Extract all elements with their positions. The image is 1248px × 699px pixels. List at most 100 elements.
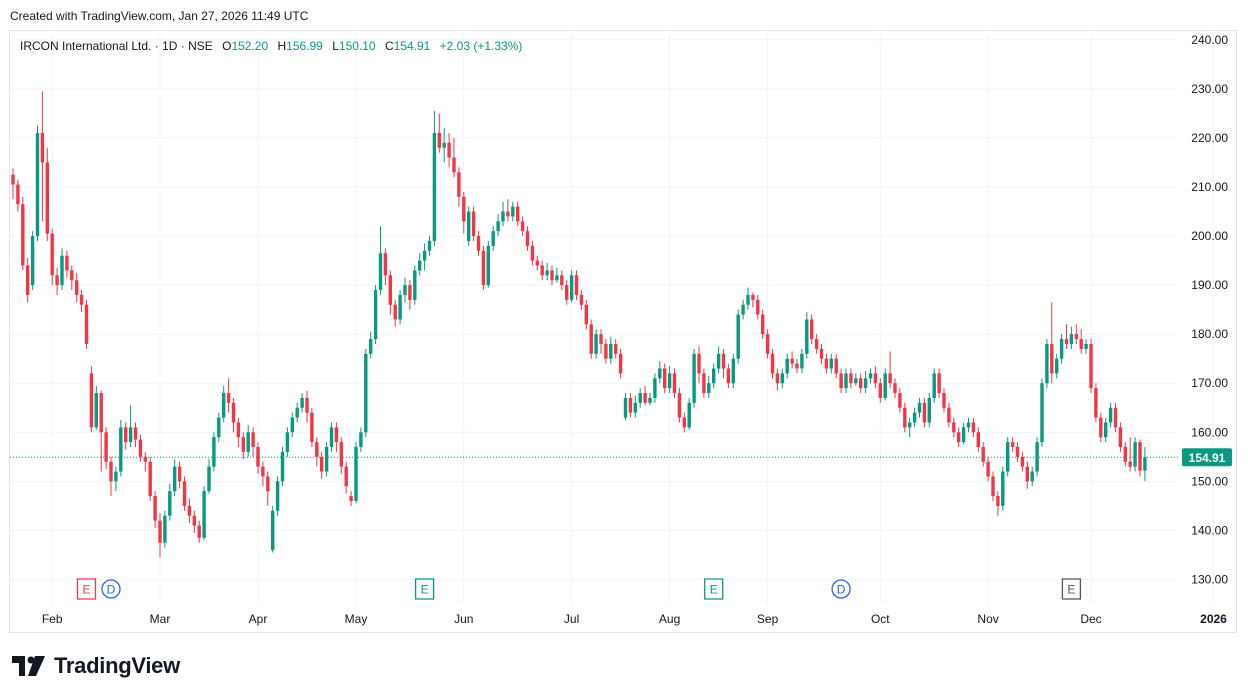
x-tick-label: Aug — [659, 612, 680, 626]
candle-body — [643, 393, 647, 403]
open-value: 152.20 — [231, 39, 269, 53]
candle-body — [11, 174, 15, 185]
candle-body — [520, 221, 525, 232]
candle-body — [45, 162, 49, 234]
candle-body — [163, 515, 167, 543]
x-tick-label: Jul — [564, 612, 579, 626]
candle-body — [800, 353, 804, 369]
x-tick-label: May — [345, 612, 368, 626]
candle-body — [280, 451, 285, 482]
earnings-marker — [1061, 578, 1082, 600]
candle-body — [212, 437, 216, 467]
low-label: L — [332, 39, 339, 53]
candle-body — [1069, 334, 1074, 344]
candle-body — [932, 373, 936, 398]
candle-body — [1045, 343, 1049, 384]
y-tick-label: 200.00 — [1191, 229, 1228, 243]
candle-body — [70, 270, 74, 281]
candle-body — [927, 397, 931, 423]
candle-body — [648, 397, 652, 403]
candle-body — [805, 319, 809, 354]
candle-body — [957, 432, 961, 443]
candle-body — [1059, 339, 1064, 359]
candle-body — [310, 412, 314, 443]
candle-body — [65, 255, 69, 271]
candle-body — [437, 133, 441, 148]
last-price-tag — [1182, 448, 1232, 467]
candle-body — [427, 240, 432, 251]
price-axis: 240.00 230.00 220.00 210.00 200.00 190.00 180.… — [1182, 33, 1232, 586]
candle-body — [422, 250, 427, 261]
tradingview-logo-icon — [12, 656, 45, 676]
candle-body — [251, 432, 255, 448]
candle-body — [30, 236, 35, 286]
candle-body — [1123, 447, 1127, 462]
candle-body — [35, 133, 40, 237]
candle-body — [75, 280, 79, 295]
candle-body — [819, 348, 824, 359]
candle-body — [79, 294, 84, 305]
candle-body — [702, 373, 706, 394]
candle-body — [672, 373, 677, 394]
candle-body — [976, 432, 980, 448]
candle-body — [849, 373, 853, 384]
candle-body — [663, 368, 667, 389]
candle-body — [1040, 383, 1044, 443]
candle-body — [447, 142, 451, 158]
candle-body — [388, 275, 392, 305]
symbol-legend[interactable]: IRCON International Ltd. · 1D · NSE O152… — [20, 39, 522, 53]
candle-body — [158, 520, 162, 543]
candle-body — [667, 373, 672, 389]
candle-body — [128, 427, 133, 443]
y-tick-label: 130.00 — [1191, 572, 1228, 586]
candle-body — [119, 427, 123, 472]
candle-body — [369, 339, 373, 354]
x-tick-label: Apr — [249, 612, 268, 626]
candle-body — [1143, 457, 1147, 471]
candle-body — [844, 373, 848, 389]
candle-body — [697, 353, 701, 374]
candle-body — [604, 343, 608, 359]
candle-body — [790, 358, 794, 364]
candle-body — [677, 393, 682, 418]
candle-body — [393, 304, 397, 320]
candle-body — [486, 245, 490, 286]
candle-body — [525, 231, 530, 246]
candle-body — [814, 339, 819, 349]
candle-body — [21, 204, 25, 266]
candle-body — [751, 294, 755, 300]
tradingview-wordmark: TradingView — [54, 653, 180, 678]
tradingview-logo[interactable]: TradingView — [12, 653, 180, 679]
candle-body — [996, 496, 1000, 506]
candle-body — [942, 393, 946, 408]
candle-body — [917, 402, 922, 413]
candle-body — [432, 133, 437, 241]
candle-body — [545, 270, 549, 276]
candle-body — [329, 427, 334, 448]
last-price-label: 154.91 — [1189, 451, 1226, 465]
candle-body — [84, 304, 89, 344]
candle-body — [775, 373, 780, 384]
candle-body — [476, 236, 481, 251]
candle-body — [467, 211, 471, 241]
candle-body — [687, 402, 691, 428]
dividend-marker — [831, 579, 851, 599]
candle-body — [1089, 343, 1093, 389]
candle-body — [991, 476, 995, 497]
candle-body — [893, 383, 897, 394]
candle-body — [653, 378, 657, 398]
candle-body — [511, 206, 515, 217]
candle-body — [628, 397, 633, 413]
earnings-marker — [414, 578, 435, 600]
candle-body — [937, 373, 941, 394]
candle-body — [1015, 447, 1020, 457]
candle-body — [555, 275, 559, 281]
candle-body — [114, 471, 118, 482]
candle-body — [354, 447, 358, 501]
candle-body — [16, 184, 20, 205]
chart-frame — [9, 30, 1237, 633]
y-tick-label: 180.00 — [1191, 327, 1228, 341]
candle-body — [898, 393, 902, 408]
candle-body — [462, 196, 466, 222]
